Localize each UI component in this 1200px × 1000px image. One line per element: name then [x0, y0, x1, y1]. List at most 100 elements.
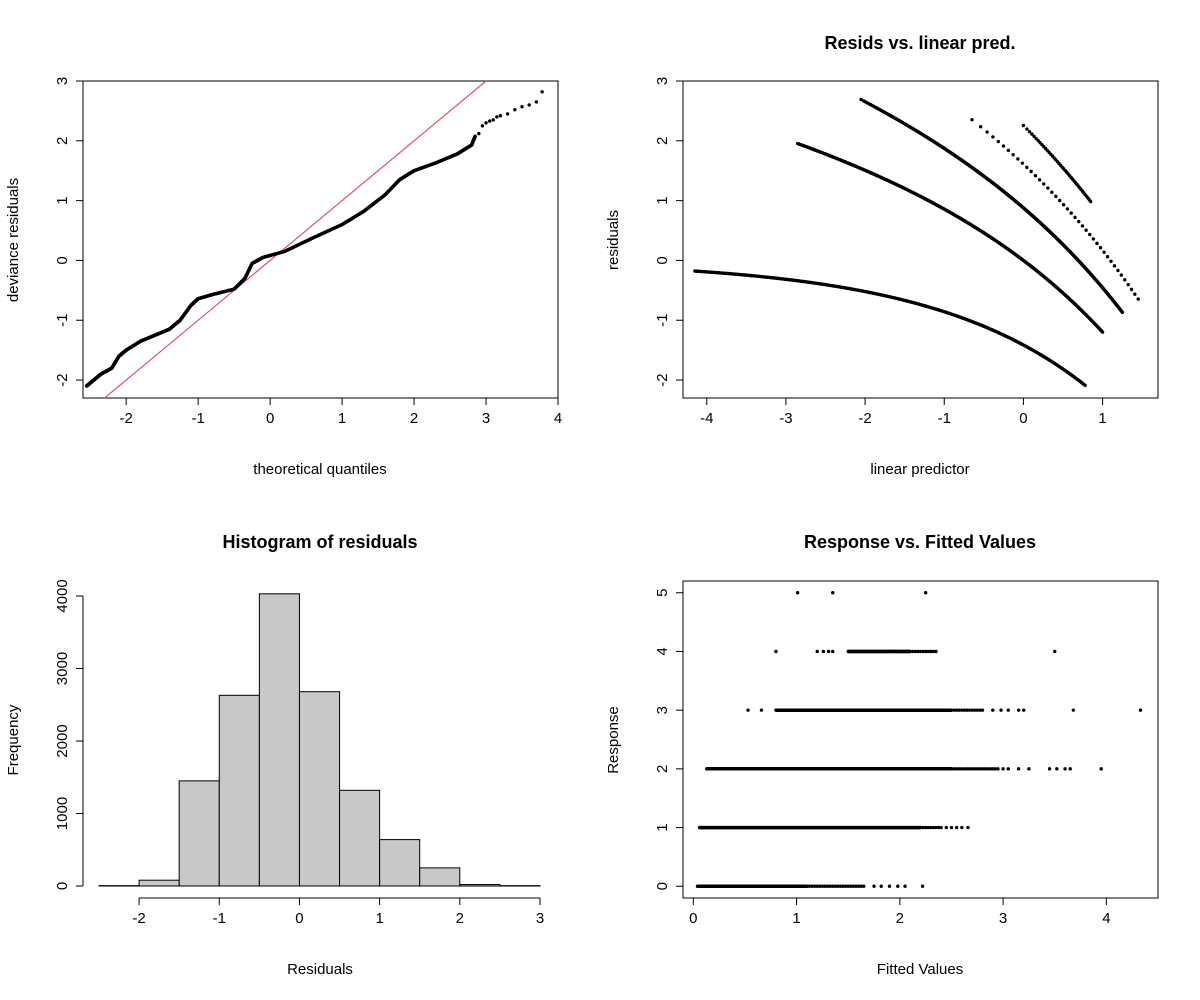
resids-linpred-point: [1120, 310, 1125, 315]
response-fitted-point: [952, 708, 956, 712]
response-fitted-point: [970, 708, 974, 712]
response-fitted-y-tick-label: 4: [654, 647, 671, 655]
response-fitted-point: [1063, 767, 1067, 771]
response-fitted-point: [929, 825, 933, 830]
response-fitted-point: [826, 649, 831, 654]
resids-linpred-point: [1136, 297, 1140, 301]
histogram-y-tick-label: 4000: [54, 579, 71, 612]
response-fitted-point: [960, 767, 964, 771]
response-fitted-point: [999, 708, 1003, 712]
histogram-x-tick-label: -2: [132, 910, 145, 927]
response-fitted-point: [944, 825, 949, 830]
response-fitted-point: [983, 767, 987, 771]
response-fitted-point: [957, 708, 961, 712]
response-fitted-point: [807, 884, 812, 888]
resids-linpred-point: [1054, 194, 1058, 199]
response-fitted-y-tick-label: 3: [654, 706, 671, 714]
qq-x-tick-label: 4: [554, 410, 562, 427]
response-fitted-point: [975, 708, 979, 712]
response-fitted-point: [812, 884, 817, 888]
response-fitted-point: [980, 767, 985, 771]
response-fitted-point: [1138, 708, 1143, 712]
histogram-y-axis-label: Frequency: [5, 704, 22, 775]
response-fitted-point: [1071, 708, 1076, 712]
qq-point: [487, 119, 492, 123]
response-fitted-point: [1068, 767, 1072, 771]
qq-y-ticks: -2 -1 0 1 2 3: [54, 77, 83, 387]
response-fitted-point: [828, 884, 832, 888]
resids-linpred-point: [1109, 259, 1113, 263]
qq-reference-line: [104, 80, 487, 399]
resids-linpred-point: [1021, 123, 1026, 128]
response-fitted-point: [805, 884, 809, 888]
resids-linpred-point: [1073, 215, 1077, 220]
response-fitted-point: [759, 708, 764, 712]
resids-linpred-point: [1006, 148, 1011, 153]
response-fitted-point: [923, 825, 928, 830]
response-fitted-point: [975, 767, 979, 771]
histogram-x-tick-label: -1: [213, 910, 226, 927]
response-fitted-point: [931, 825, 936, 830]
histogram-bar: [419, 867, 461, 887]
qq-point: [540, 90, 544, 94]
resids-linpred-y-axis-label: residuals: [605, 210, 622, 270]
resids-linpred-point: [1069, 211, 1073, 215]
response-fitted-x-tick-label: 3: [999, 910, 1007, 927]
response-fitted-point: [923, 649, 928, 654]
response-fitted-point: [967, 767, 972, 771]
response-fitted-point: [993, 767, 998, 771]
resids-linpred-point: [1100, 330, 1105, 334]
response-fitted-point: [936, 825, 941, 830]
resids-linpred-point: [1029, 169, 1033, 174]
qq-x-tick-label: 2: [410, 410, 418, 427]
response-fitted-point: [954, 767, 959, 771]
resids-linpred-point: [1020, 161, 1025, 165]
response-fitted-point: [823, 884, 827, 888]
resids-linpred-x-tick-label: -4: [700, 410, 713, 427]
histogram-bars: [98, 593, 541, 887]
resids-linpred-point: [1119, 273, 1124, 277]
resids-linpred-point: [1065, 207, 1070, 211]
response-fitted-point: [916, 649, 920, 654]
response-fitted-point: [818, 884, 822, 888]
response-fitted-point: [978, 767, 982, 771]
histogram-y-ticks: 0 1000 2000 3000 4000: [54, 579, 84, 890]
response-fitted-x-tick-label: 2: [896, 910, 904, 927]
resids-linpred-point: [1123, 278, 1127, 282]
response-fitted-point: [849, 884, 853, 888]
histogram-bar: [178, 780, 220, 887]
response-fitted-point: [978, 708, 982, 712]
resids-linpred-y-tick-label: 2: [654, 137, 671, 145]
qq-x-tick-label: 3: [482, 410, 490, 427]
response-fitted-point: [846, 884, 850, 888]
response-fitted-point: [815, 884, 819, 888]
histogram-bar: [459, 884, 501, 887]
panel-qq-plot: -2 -1 0 1 2 3 4 -2 -1 0 1 2 3 theoretical quantiles…: [5, 77, 562, 478]
resids-linpred-y-tick-label: 3: [654, 77, 671, 85]
qq-point: [480, 124, 485, 128]
histogram-bar: [138, 879, 180, 887]
histogram-x-tick-label: 3: [536, 910, 544, 927]
response-fitted-point: [746, 708, 750, 712]
resids-linpred-point: [1089, 199, 1093, 204]
response-fitted-point: [962, 767, 967, 771]
response-fitted-point: [939, 825, 943, 830]
resids-linpred-point: [1102, 250, 1106, 254]
resids-linpred-point: [1105, 255, 1110, 259]
qq-y-axis-label: deviance residuals: [5, 178, 22, 302]
response-fitted-point: [903, 884, 907, 888]
qq-point: [495, 115, 499, 119]
response-fitted-y-tick-label: 5: [654, 589, 671, 597]
response-fitted-point: [820, 884, 825, 888]
response-fitted-point: [918, 649, 923, 654]
response-fitted-point: [991, 767, 995, 771]
response-fitted-point: [965, 767, 969, 771]
response-fitted-point: [1022, 708, 1026, 712]
response-fitted-point: [836, 884, 840, 888]
response-fitted-point: [774, 649, 778, 654]
response-fitted-point: [921, 825, 925, 830]
response-fitted-point: [952, 767, 956, 771]
response-fitted-point: [862, 884, 866, 888]
resids-linpred-point: [996, 139, 1001, 144]
